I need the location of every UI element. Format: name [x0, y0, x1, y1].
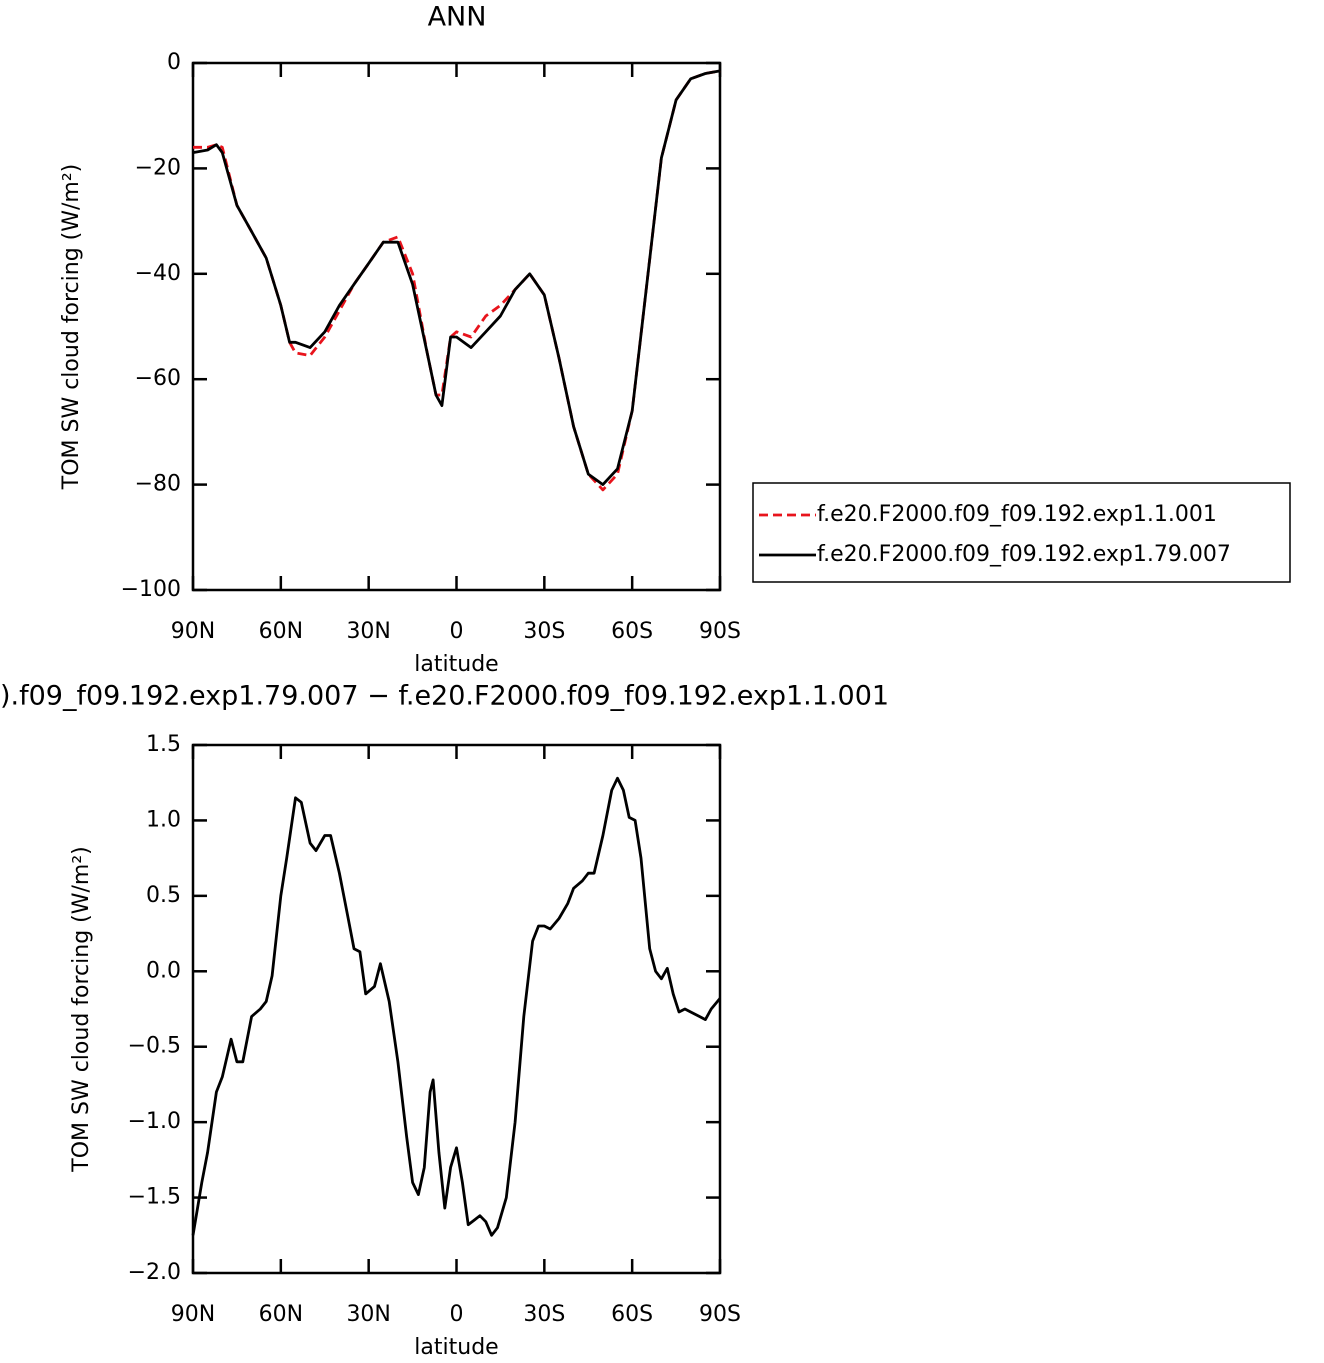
- y-axis-label: TOM SW cloud forcing (W/m²): [69, 846, 94, 1172]
- y-axis-label: TOM SW cloud forcing (W/m²): [59, 164, 84, 490]
- legend-label: f.e20.F2000.f09_f09.192.exp1.1.001: [817, 502, 1217, 527]
- x-axis-label: latitude: [414, 652, 498, 677]
- chart-title: ).f09_f09.192.exp1.79.007 − f.e20.F2000.…: [0, 681, 889, 712]
- y-tick-label: −60: [135, 366, 181, 391]
- x-tick-label: 30S: [523, 619, 565, 644]
- y-tick-label: −80: [135, 472, 181, 497]
- y-tick-label: −20: [135, 155, 181, 180]
- x-tick-label: 0: [450, 619, 464, 644]
- y-tick-label: 1.5: [146, 732, 181, 757]
- x-tick-label: 90S: [699, 619, 741, 644]
- legend-box: [752, 482, 1291, 583]
- y-tick-label: −0.5: [128, 1034, 181, 1059]
- data-line: [191, 776, 722, 1237]
- legend-label: f.e20.F2000.f09_f09.192.exp1.79.007: [817, 542, 1231, 567]
- x-tick-label: 60S: [611, 1302, 653, 1327]
- x-tick-label: 90N: [171, 619, 215, 644]
- y-tick-label: 0.5: [146, 883, 181, 908]
- y-tick-label: 0: [167, 50, 181, 75]
- y-tick-label: −2.0: [128, 1260, 181, 1285]
- x-tick-label: 60S: [611, 619, 653, 644]
- chart-title: ANN: [428, 2, 487, 33]
- x-tick-label: 60N: [259, 619, 303, 644]
- y-tick-label: −40: [135, 261, 181, 286]
- x-tick-label: 60N: [259, 1302, 303, 1327]
- y-tick-label: −100: [121, 577, 181, 602]
- plot-frame: [191, 743, 722, 1275]
- x-tick-label: 0: [450, 1302, 464, 1327]
- x-axis-label: latitude: [414, 1335, 498, 1360]
- y-tick-label: 1.0: [146, 807, 181, 832]
- y-tick-label: 0.0: [146, 958, 181, 983]
- x-tick-label: 90N: [171, 1302, 215, 1327]
- data-line: [192, 69, 721, 486]
- x-tick-label: 30S: [523, 1302, 565, 1327]
- x-tick-label: 30N: [346, 1302, 390, 1327]
- x-tick-label: 90S: [699, 1302, 741, 1327]
- y-tick-label: −1.0: [128, 1109, 181, 1134]
- x-tick-label: 30N: [346, 619, 390, 644]
- y-tick-label: −1.5: [128, 1185, 181, 1210]
